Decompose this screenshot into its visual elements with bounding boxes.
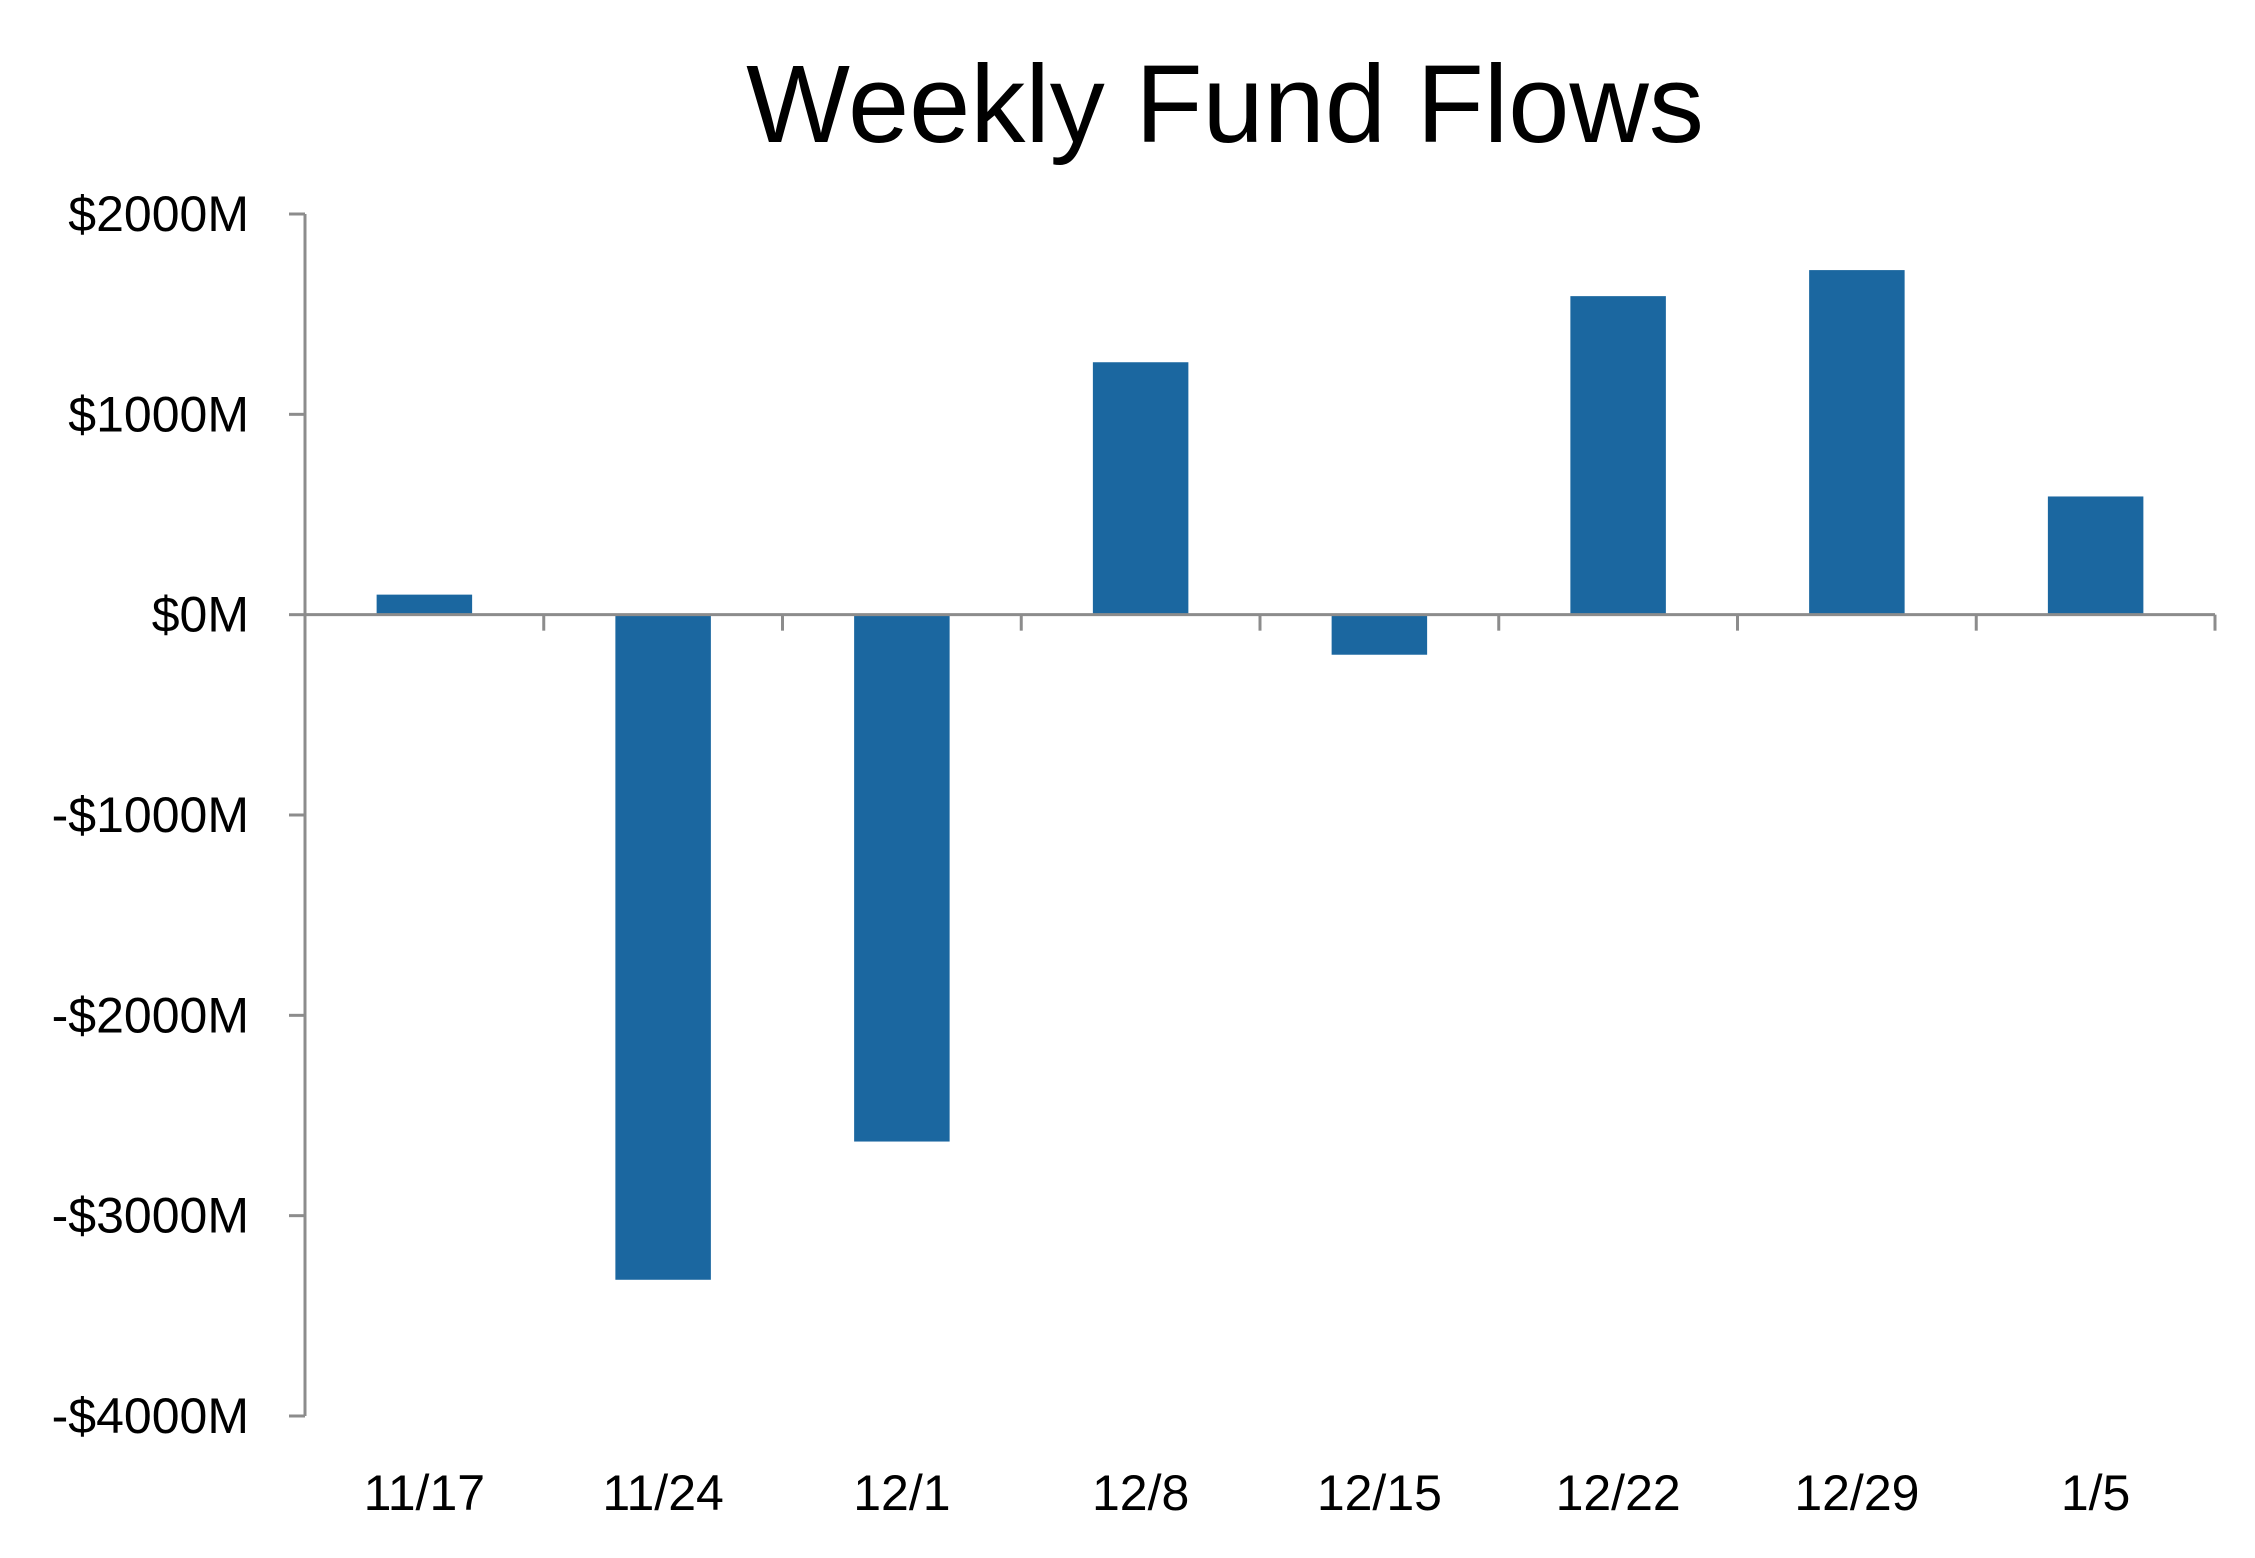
y-tick-label: -$4000M xyxy=(52,1388,249,1444)
y-tick-label: $0M xyxy=(152,587,249,643)
bar-11-24 xyxy=(615,614,711,1280)
chart-title: Weekly Fund Flows xyxy=(746,43,1704,166)
y-tick-label: -$2000M xyxy=(52,987,249,1043)
y-tick-label: $1000M xyxy=(68,386,249,442)
x-tick-label: 12/22 xyxy=(1556,1465,1681,1521)
bar-12-1 xyxy=(854,614,950,1142)
x-tick-label: 12/15 xyxy=(1317,1465,1442,1521)
x-tick-label: 12/8 xyxy=(1092,1465,1189,1521)
bar-12-29 xyxy=(1809,270,1905,615)
bars xyxy=(376,270,2144,1280)
x-tick-label: 12/29 xyxy=(1794,1465,1919,1521)
bar-11-17 xyxy=(376,594,473,615)
bar-1-5 xyxy=(2047,496,2144,615)
x-tick-label: 12/1 xyxy=(853,1465,950,1521)
y-axis-tick-labels: $2000M $1000M $0M -$1000M -$2000M -$3000M -$40… xyxy=(52,186,249,1444)
x-tick-label: 1/5 xyxy=(2061,1465,2131,1521)
y-axis-ticks xyxy=(289,212,305,1418)
bar-12-15 xyxy=(1331,614,1428,655)
y-tick-label: -$3000M xyxy=(52,1188,249,1244)
x-tick-label: 11/17 xyxy=(364,1465,485,1521)
bar-12-22 xyxy=(1570,296,1666,615)
x-tick-label: 11/24 xyxy=(602,1465,723,1521)
x-axis-tick-labels: 11/17 11/24 12/1 12/8 12/15 12/22 12/29 1/5 xyxy=(364,1465,2131,1521)
x-axis-ticks xyxy=(542,614,2217,631)
bar-12-8 xyxy=(1092,362,1189,615)
y-tick-label: -$1000M xyxy=(52,787,249,843)
y-tick-label: $2000M xyxy=(68,186,249,242)
